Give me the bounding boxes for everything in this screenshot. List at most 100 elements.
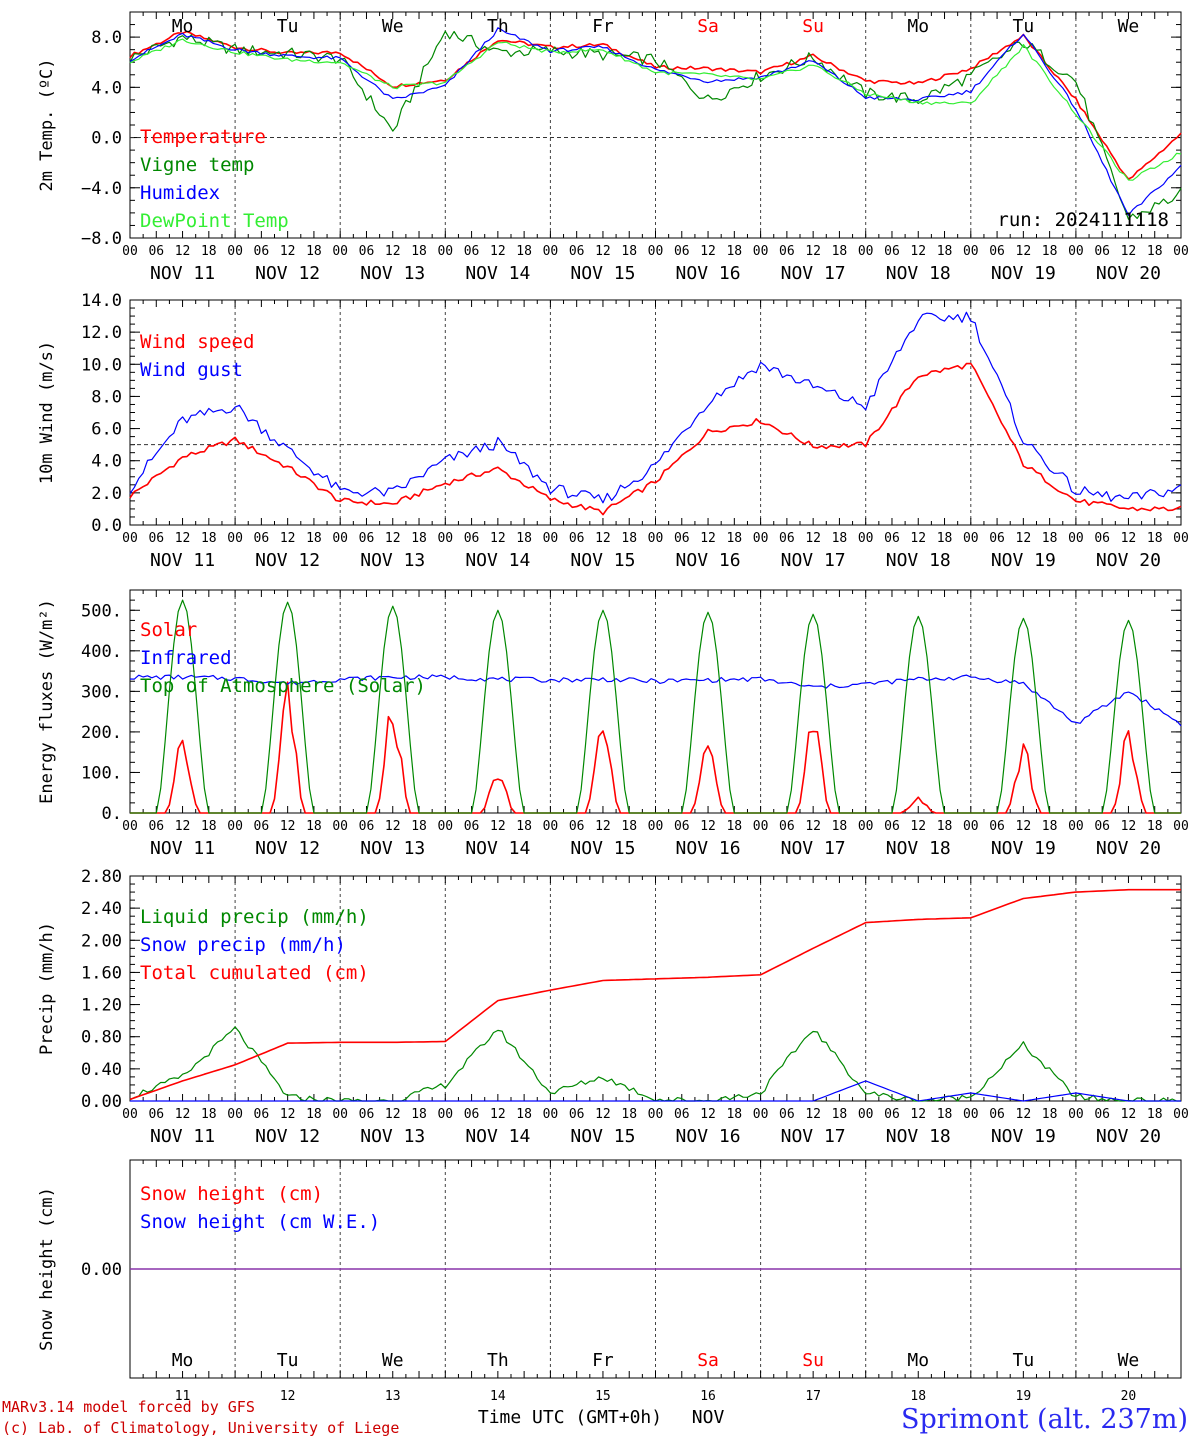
hour-label: 00 (1068, 244, 1084, 259)
hour-label: 06 (779, 1107, 795, 1122)
hour-label: 18 (621, 1107, 637, 1122)
y-tick-label: 0.00 (81, 1092, 122, 1112)
hour-label: 06 (884, 244, 900, 259)
hour-label: 18 (937, 244, 953, 259)
hour-label: 06 (464, 819, 480, 834)
legend-entry: Wind gust (140, 359, 243, 381)
y-tick-label: 10.0 (81, 355, 122, 375)
hour-label: 00 (648, 244, 664, 259)
hour-label: 12 (175, 1107, 191, 1122)
hour-label: 18 (201, 244, 217, 259)
hour-label: 00 (1068, 819, 1084, 834)
y-tick-label: 4.0 (91, 452, 122, 472)
hour-label: 00 (332, 1107, 348, 1122)
hour-label: 06 (359, 819, 375, 834)
y-tick-label: 2.40 (81, 899, 122, 919)
y-tick-label: 1.20 (81, 996, 122, 1016)
hour-label: 18 (1147, 531, 1163, 546)
day-of-week-label: Tu (1013, 16, 1035, 37)
day-of-week-label: We (1118, 16, 1140, 37)
date-label: NOV 17 (781, 550, 846, 571)
hour-label: 12 (595, 1107, 611, 1122)
day-of-week-label: Th (487, 1350, 509, 1371)
day-of-week-label: Mo (907, 1350, 929, 1371)
series-temperature (129, 30, 1182, 180)
hour-label: 06 (254, 531, 270, 546)
hour-label: 06 (1094, 819, 1110, 834)
day-of-week-label: Sa (697, 1350, 719, 1371)
hour-label: 06 (989, 531, 1005, 546)
hour-label: 18 (1147, 244, 1163, 259)
hour-label: 00 (753, 531, 769, 546)
bottom-axis: 11 12 13 14 15 16 17 18 19 20 Time UTC (GMT+0h) NOV… (2, 1389, 1188, 1437)
hour-label: 12 (805, 1107, 821, 1122)
hour-label: 06 (779, 244, 795, 259)
day-of-week-label: We (1118, 1350, 1140, 1371)
hour-label: 12 (805, 531, 821, 546)
y-tick-label: 8.0 (91, 28, 122, 48)
hour-label: 00 (332, 244, 348, 259)
y-tick-label: −4.0 (81, 179, 122, 199)
series-infrared (129, 674, 1182, 727)
hour-label: 18 (1147, 1107, 1163, 1122)
hour-label: 18 (726, 819, 742, 834)
series-top-of-atmosphere-solar (130, 599, 1181, 814)
footer-line-1: MARv3.14 model forced by GFS (2, 1398, 255, 1416)
y-tick-label: 12.0 (81, 323, 122, 343)
hour-label: 06 (359, 531, 375, 546)
hour-label: 12 (1016, 1107, 1032, 1122)
legend-entry: Snow precip (mm/h) (140, 934, 346, 956)
hour-label: 12 (700, 531, 716, 546)
hour-label: 06 (359, 1107, 375, 1122)
hour-label: 12 (910, 1107, 926, 1122)
y-tick-label: 200. (81, 723, 122, 743)
hour-label: 06 (254, 244, 270, 259)
hour-label: 06 (674, 1107, 690, 1122)
day-of-week-label: Tu (277, 16, 299, 37)
y-tick-label: 2.0 (91, 484, 122, 504)
hour-label: 12 (385, 531, 401, 546)
hour-label: 00 (543, 244, 559, 259)
hour-label: 00 (122, 244, 138, 259)
day-number-label: 12 (280, 1389, 296, 1404)
hour-label: 12 (175, 244, 191, 259)
hour-label: 18 (411, 244, 427, 259)
hour-label: 12 (700, 819, 716, 834)
hour-label: 18 (306, 244, 322, 259)
y-tick-label: −8.0 (81, 229, 122, 249)
hour-label: 12 (385, 819, 401, 834)
day-number-label: 17 (805, 1389, 821, 1404)
hour-label: 12 (805, 819, 821, 834)
y-tick-label: 2.80 (81, 867, 122, 887)
hour-label: 18 (516, 531, 532, 546)
series-wind-speed (129, 362, 1182, 516)
panel-1: −8.0 −4.0 0.0 4.0 8.0 2m Temp. (ºC) Temperatur… (37, 11, 1189, 284)
footer-line-2: (c) Lab. of Climatology, University of L… (2, 1419, 399, 1437)
hour-label: 00 (858, 531, 874, 546)
hour-label: 00 (1173, 531, 1189, 546)
hour-label: 00 (1173, 819, 1189, 834)
hour-label: 18 (1042, 244, 1058, 259)
series-vigne-temp (129, 30, 1182, 220)
hour-label: 00 (543, 819, 559, 834)
date-label: NOV 20 (1096, 1126, 1161, 1147)
hour-label: 00 (332, 531, 348, 546)
hour-label: 18 (1042, 1107, 1058, 1122)
legend-entry: Humidex (140, 182, 220, 204)
date-label: NOV 12 (255, 838, 320, 859)
date-label: NOV 13 (360, 1126, 425, 1147)
hour-label: 18 (306, 531, 322, 546)
hour-label: 18 (306, 1107, 322, 1122)
hour-label: 00 (437, 1107, 453, 1122)
y-tick-label: 2.00 (81, 931, 122, 951)
hour-label: 18 (1042, 819, 1058, 834)
hour-label: 18 (832, 1107, 848, 1122)
date-label: NOV 14 (465, 838, 530, 859)
hour-label: 00 (1068, 1107, 1084, 1122)
day-number-label: 19 (1016, 1389, 1032, 1404)
hour-label: 12 (595, 244, 611, 259)
hour-label: 00 (437, 531, 453, 546)
day-of-week-label: Tu (1013, 1350, 1035, 1371)
